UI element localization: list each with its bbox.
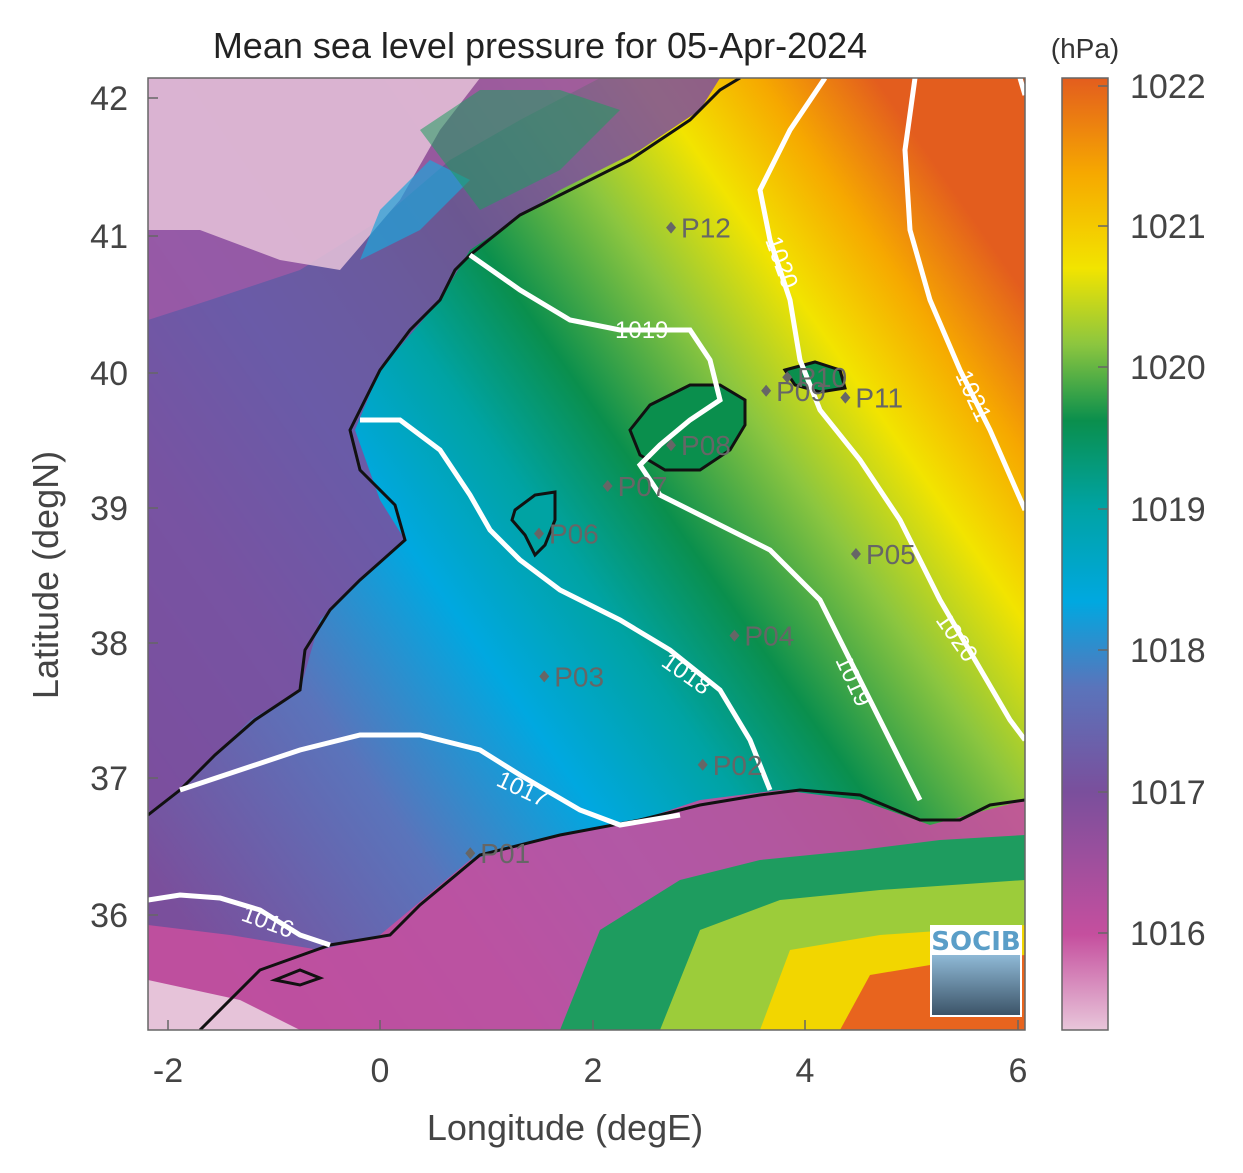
y-tick-label: 37 <box>90 760 128 798</box>
station-marker-p03 <box>539 670 550 683</box>
contour-1017 <box>179 732 681 828</box>
colorbar-tick-label: 1019 <box>1130 491 1206 529</box>
y-tick-label: 36 <box>90 897 128 935</box>
station-marker-p11 <box>840 391 851 404</box>
y-tick-label: 40 <box>90 355 128 393</box>
station-marker-p04 <box>729 629 740 642</box>
y-axis-label: Latitude (degN) <box>25 451 66 699</box>
station-marker-p09 <box>761 384 772 397</box>
station-label-p07: P07 <box>618 471 668 502</box>
contour-1022-fragment <box>1017 78 1025 96</box>
colorbar-ticks <box>1098 85 1108 934</box>
x-axis-label: Longitude (degE) <box>427 1107 703 1148</box>
contour-1016 <box>148 892 331 948</box>
y-tick-label: 42 <box>90 80 128 118</box>
station-label-p02: P02 <box>713 750 763 781</box>
contour-1019 <box>468 252 923 802</box>
y-tick-label: 41 <box>90 218 128 256</box>
station-marker-p10 <box>782 371 793 384</box>
alboran-coastline <box>269 968 325 987</box>
meseta-light-shading <box>148 78 480 270</box>
contour-1020 <box>757 78 1025 742</box>
colorbar-tick-label: 1022 <box>1130 68 1206 106</box>
colorbar-tick-label: 1021 <box>1130 208 1206 246</box>
station-label-p12: P12 <box>681 213 731 244</box>
x-tick-label: 0 <box>371 1052 390 1090</box>
station-marker-p12 <box>666 221 677 234</box>
contour-1021 <box>902 78 1025 512</box>
station-marker-p05 <box>850 548 861 560</box>
iberia-coastline <box>148 78 741 817</box>
contour-1018 <box>360 417 773 791</box>
map-area: 1016 1017 1018 1019 1019 1020 1020 1021 … <box>148 78 1025 1030</box>
station-label-p06: P06 <box>549 519 599 550</box>
menorca-island <box>782 360 847 394</box>
station-marker-p06 <box>533 527 544 540</box>
station-label-p05: P05 <box>866 539 916 570</box>
socib-logo: SOCIB <box>930 925 1022 1017</box>
axis-ticks <box>148 97 1019 1030</box>
station-label-p01: P01 <box>480 838 530 869</box>
station-label-p08: P08 <box>681 430 731 461</box>
x-tick-label: 6 <box>1009 1052 1028 1090</box>
logo-text: SOCIB <box>931 927 1020 957</box>
colorbar-tick-label: 1020 <box>1130 349 1206 387</box>
africa-coastline <box>198 788 1025 1030</box>
station-label-p11: P11 <box>855 383 903 414</box>
colorbar-tick-label: 1017 <box>1130 774 1206 812</box>
ibiza-island <box>510 490 557 558</box>
y-tick-label: 39 <box>90 490 128 528</box>
station-marker-p07 <box>602 480 613 492</box>
x-tick-label: 4 <box>796 1052 815 1090</box>
colorbar-unit: (hPa) <box>1051 33 1119 64</box>
ebro-valley-shading <box>360 160 470 260</box>
x-tick-label: -2 <box>153 1052 183 1090</box>
y-tick-label: 38 <box>90 625 128 663</box>
station-label-p03: P03 <box>554 661 604 692</box>
logo-sea-mark <box>932 955 1020 1015</box>
x-tick-label: 2 <box>584 1052 603 1090</box>
plot-frame <box>147 77 1026 1031</box>
catalonia-shading <box>420 90 620 210</box>
contour-label-1019-north: 1019 <box>615 317 668 344</box>
station-marker-p08 <box>666 439 677 452</box>
station-label-p10: P10 <box>797 362 847 393</box>
colorbar-tick-label: 1018 <box>1130 632 1206 670</box>
station-label-p04: P04 <box>744 621 794 652</box>
station-marker-p01 <box>465 847 476 860</box>
colorbar-tick-label: 1016 <box>1130 915 1206 953</box>
station-label-p09: P09 <box>776 376 826 407</box>
station-marker-p02 <box>697 758 708 771</box>
colorbar <box>1061 77 1109 1031</box>
chart-title: Mean sea level pressure for 05-Apr-2024 <box>213 25 867 66</box>
